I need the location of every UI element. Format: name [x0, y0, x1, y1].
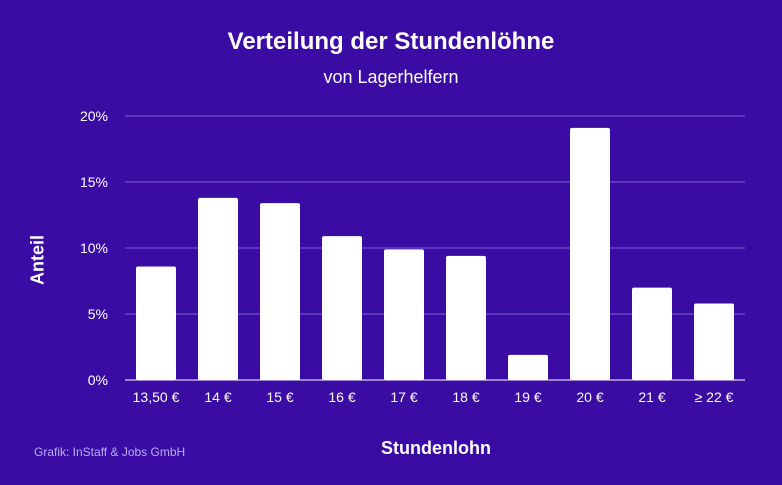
x-tick-label: 13,50 €	[133, 389, 180, 405]
x-tick-label: ≥ 22 €	[695, 389, 734, 405]
x-tick-label: 20 €	[576, 389, 603, 405]
bar	[322, 236, 362, 380]
bar	[136, 266, 176, 380]
bar	[384, 249, 424, 380]
y-tick-label: 5%	[88, 306, 108, 322]
x-tick-label: 18 €	[452, 389, 479, 405]
x-tick-label: 15 €	[266, 389, 293, 405]
y-tick-label: 10%	[80, 240, 108, 256]
chart-subtitle: von Lagerhelfern	[323, 67, 459, 87]
y-tick-label: 0%	[88, 372, 108, 388]
y-tick-label: 15%	[80, 174, 108, 190]
y-tick-label: 20%	[80, 108, 108, 124]
x-tick-label: 19 €	[514, 389, 541, 405]
bar	[198, 197, 238, 380]
x-tick-label: 21 €	[638, 389, 665, 405]
x-axis-label: Stundenlohn	[381, 438, 491, 458]
bar	[508, 354, 548, 380]
bar	[632, 287, 672, 380]
x-tick-label: 16 €	[328, 389, 355, 405]
x-tick-label: 14 €	[204, 389, 231, 405]
bar	[694, 303, 734, 380]
chart-title: Verteilung der Stundenlöhne	[227, 28, 555, 55]
x-tick-label: 17 €	[390, 389, 417, 405]
bar	[570, 127, 610, 380]
bar	[446, 255, 486, 380]
bar	[260, 203, 300, 380]
source-credit: Grafik: InStaff & Jobs GmbH	[34, 445, 186, 459]
